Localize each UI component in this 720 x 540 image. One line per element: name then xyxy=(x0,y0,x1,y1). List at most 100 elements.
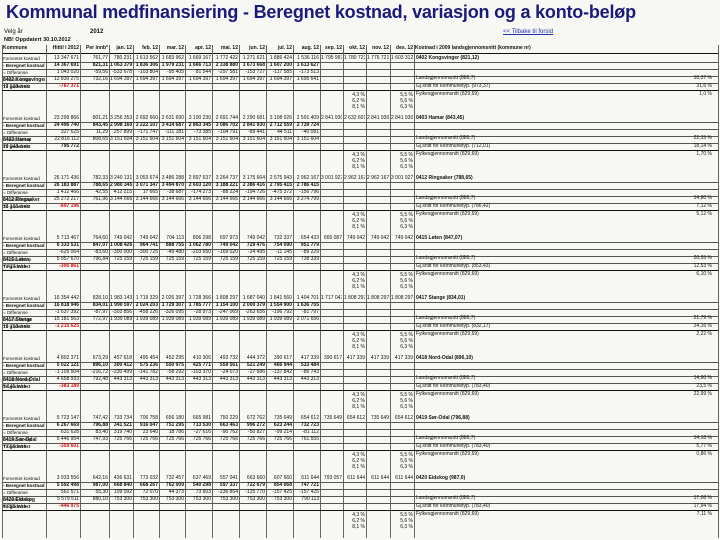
table-cell: 6 267 669 xyxy=(56,422,79,428)
comparison-label: Fylkesgjennomsnitt (829,69) xyxy=(416,391,479,397)
row-label: - Beregnet kostnad xyxy=(3,303,45,308)
row-label: A konto-beløp xyxy=(3,317,32,322)
table-cell: 1 719 329 xyxy=(135,295,158,301)
percent-cell: 5,5 % xyxy=(400,512,413,518)
table-cell: -50 827 xyxy=(248,429,265,435)
table-cell: 754 090 xyxy=(273,242,292,248)
table-cell: 753 300 xyxy=(219,496,238,502)
municipality-name: 0420 Eidskog xyxy=(3,497,35,503)
table-cell: -24 495 xyxy=(248,249,265,255)
table-cell: 772,97 xyxy=(92,316,108,322)
table-cell: 1 772 422 xyxy=(215,55,238,61)
table-cell: 1 271 621 xyxy=(242,55,265,61)
table-cell: 81 544 xyxy=(195,69,211,75)
table-cell: 417 339 xyxy=(300,355,319,361)
table-cell: 747 721 xyxy=(300,482,319,488)
table-cell: 3 151 604 xyxy=(110,136,132,142)
table-cell: 6 333 531 xyxy=(56,242,79,248)
row-label: = Differanse xyxy=(3,490,28,495)
percent-cell: 5,5 % xyxy=(400,392,413,398)
table-cell: 2 712 559 xyxy=(269,122,292,128)
row-divider xyxy=(2,129,718,130)
table-cell: 341 521 xyxy=(113,422,132,428)
table-cell: 436 631 xyxy=(113,475,132,481)
table-cell: 1 673 668 xyxy=(242,62,265,68)
row-divider xyxy=(2,489,718,490)
table-cell: 417 339 xyxy=(346,355,365,361)
table-cell: 725 159 xyxy=(192,256,211,262)
table-cell: 732 723 xyxy=(300,422,319,428)
comparison-label: Gj.snitt for kommunetyp. (853,43) xyxy=(416,263,491,269)
table-cell: 443 313 xyxy=(273,376,292,382)
municipality-name: 0417 Stange xyxy=(3,317,33,323)
column-header: Kommune xyxy=(3,45,28,51)
table-cell: 1 979 231 xyxy=(161,62,184,68)
percent-cell: 6,3 % xyxy=(400,404,413,410)
year-select[interactable]: 2012 xyxy=(90,29,104,35)
table-cell: -117 585 xyxy=(272,69,292,75)
back-to-front-link[interactable]: << Tilbake til forsid xyxy=(503,29,554,35)
table-cell: -203 650 xyxy=(191,249,211,255)
table-cell: 561 571 xyxy=(60,489,79,495)
table-cell: -28 973 xyxy=(194,309,211,315)
table-cell: 3 151 604 xyxy=(269,136,292,142)
comparison-label: Landsgjennomsnitt (886,7) xyxy=(416,435,476,441)
table-cell: 3 222 107 xyxy=(135,122,158,128)
row-divider xyxy=(2,302,718,303)
comparison-percent: 20,55 % xyxy=(693,255,712,261)
table-cell: 642,16 xyxy=(92,475,108,481)
table-cell: 26 171 436 xyxy=(53,175,79,181)
page-title: Kommunal medfinansiering - Beregnet kost… xyxy=(6,2,636,22)
table-cell: 3 144 666 xyxy=(269,196,292,202)
table-cell: 457 618 xyxy=(113,355,132,361)
comparison-percent: 18,14 % xyxy=(693,143,712,149)
table-cell: 654 612 xyxy=(300,415,319,421)
table-cell: 2 962 167 xyxy=(367,175,389,181)
table-cell: 1 694 397 xyxy=(188,76,211,82)
table-cell: 725 159 xyxy=(165,256,184,262)
row-label: Til gode/rest xyxy=(3,324,31,329)
percent-cell: 5,6 % xyxy=(400,338,413,344)
row-divider xyxy=(2,182,718,183)
table-cell: -95 405 xyxy=(167,69,184,75)
table-cell: 4 802 371 xyxy=(56,355,79,361)
table-cell: 749 042 xyxy=(246,235,265,241)
table-cell: -90 762 xyxy=(221,429,238,435)
percent-cell: 8,1 % xyxy=(352,464,365,470)
table-cell: 1 603 312 xyxy=(391,55,413,61)
column-header: jul. 12 xyxy=(277,45,292,51)
table-cell: -83,60 xyxy=(93,249,108,255)
table-cell: 663 660 xyxy=(246,475,265,481)
table-cell: 725 766 xyxy=(246,436,265,442)
table-cell: 2 841 930 xyxy=(321,115,342,121)
table-cell: 443 313 xyxy=(300,376,319,382)
table-cell: 1 536 116 xyxy=(297,55,319,61)
table-cell: -157 425 xyxy=(272,489,292,495)
table-cell: 2 338 880 xyxy=(215,62,238,68)
table-cell: -196 792 xyxy=(272,309,292,315)
comparison-percent: 14,18 % xyxy=(693,435,712,441)
row-label: A konto-beløp xyxy=(3,197,32,202)
table-cell: 5 446 954 xyxy=(56,436,79,442)
row-divider xyxy=(2,69,718,70)
table-cell: -58 292 xyxy=(167,369,184,375)
table-cell: -1 109 504 xyxy=(55,369,79,375)
table-cell: 3 144 666 xyxy=(110,196,132,202)
row-divider xyxy=(2,443,718,444)
percent-cell: 6,2 % xyxy=(352,278,365,284)
comparison-label: Fylkesgjennomsnitt (829,69) xyxy=(416,271,479,277)
column-header: Kostnad i 2009 landsgjennomsnitt (kommun… xyxy=(415,45,531,51)
table-cell: 1 939 089 xyxy=(110,316,132,322)
table-cell: 425 771 xyxy=(192,362,211,368)
table-cell: 72 070 xyxy=(142,489,158,495)
table-cell: 443 313 xyxy=(246,376,265,382)
row-divider xyxy=(2,383,718,384)
table-cell: 735 649 xyxy=(273,415,292,421)
column-divider xyxy=(212,45,213,538)
percent-cell: 8,1 % xyxy=(352,284,365,290)
table-cell: 443 313 xyxy=(113,376,132,382)
row-divider xyxy=(2,242,718,243)
table-cell: 750 229 xyxy=(219,415,238,421)
table-cell: 44 373 xyxy=(168,489,184,495)
table-cell: 656 180 xyxy=(165,415,184,421)
